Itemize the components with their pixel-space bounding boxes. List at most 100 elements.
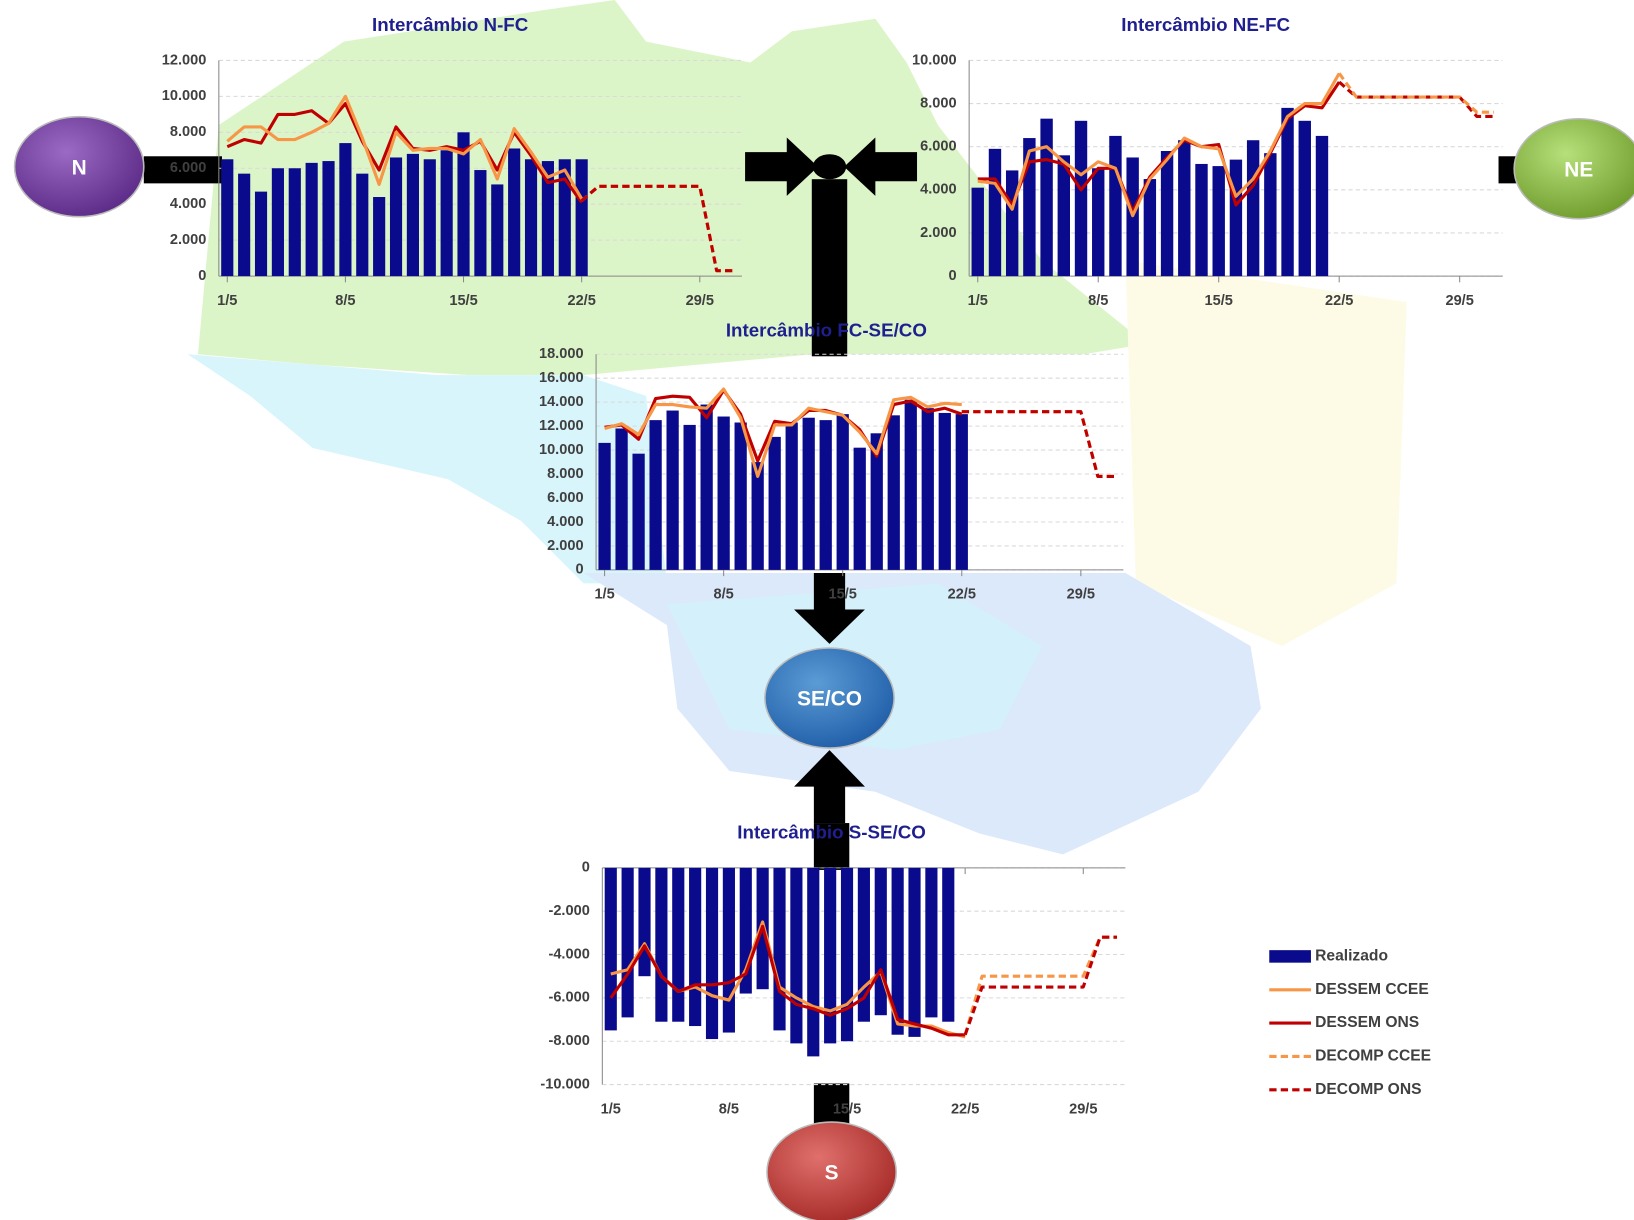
y-tick-label: -4.000 xyxy=(548,946,589,962)
bar xyxy=(988,148,1002,277)
chart-title: Intercâmbio N-FC xyxy=(372,14,529,35)
bar xyxy=(491,184,504,277)
x-tick-label: 15/5 xyxy=(449,293,477,309)
arrow-fc-seco xyxy=(794,573,865,644)
bar xyxy=(938,412,951,570)
region-label: NE xyxy=(1564,158,1593,181)
arrows xyxy=(143,137,1520,1136)
bar xyxy=(971,187,984,277)
bar xyxy=(1281,107,1294,277)
region-label: S xyxy=(825,1162,839,1185)
bar xyxy=(1092,168,1105,277)
y-tick-label: 2.000 xyxy=(920,225,956,241)
legend-swatch xyxy=(1269,950,1311,963)
region-node xyxy=(1513,118,1634,220)
line xyxy=(226,94,584,200)
chart: Intercâmbio FC-SE/CO 0 2.000 4.000 6.000 8.00… xyxy=(539,319,1124,603)
bar xyxy=(406,153,419,277)
nodes: N NE SE/CO S xyxy=(13,115,1634,1220)
y-tick-label: 4.000 xyxy=(920,182,956,198)
y-tick-label: 4.000 xyxy=(547,514,583,530)
y-tick-label: 10.000 xyxy=(162,88,207,104)
x-tick-label: 1/5 xyxy=(594,587,614,603)
bar xyxy=(541,161,554,277)
dashed-line xyxy=(1338,80,1495,119)
charts: Intercâmbio N-FC 0 2.000 4.000 6.000 8.000 10.… xyxy=(162,14,1503,1117)
bar xyxy=(807,867,820,1057)
bar xyxy=(508,148,521,277)
bar xyxy=(655,867,668,1022)
y-tick-label: 2.000 xyxy=(547,538,583,554)
bar xyxy=(921,408,934,570)
bar xyxy=(474,170,487,277)
bar xyxy=(802,417,815,570)
legend-label: DECOMP ONS xyxy=(1315,1081,1421,1098)
bar xyxy=(891,867,904,1035)
bar xyxy=(1023,138,1036,277)
y-tick-label: 12.000 xyxy=(539,418,584,434)
x-tick-label: 8/5 xyxy=(1088,293,1108,309)
dashed-line xyxy=(963,935,1118,1036)
x-tick-label: 8/5 xyxy=(719,1101,739,1117)
y-tick-label: 16.000 xyxy=(539,370,584,386)
arrow-s-seco xyxy=(794,750,865,824)
dashed-line xyxy=(1337,72,1495,114)
region-label: SE/CO xyxy=(797,688,862,711)
bar xyxy=(904,399,917,570)
bar xyxy=(632,453,645,570)
bar xyxy=(1315,135,1329,277)
y-tick-label: 0 xyxy=(198,268,206,284)
bar xyxy=(717,416,730,570)
y-tick-label: 6.000 xyxy=(547,490,583,506)
bar xyxy=(271,168,284,277)
bar xyxy=(887,415,900,570)
arrow-ne-fc xyxy=(844,137,918,196)
y-tick-label: 6.000 xyxy=(170,160,206,176)
bar xyxy=(423,159,436,277)
legend-label: DESSEM CCEE xyxy=(1315,981,1429,998)
bar xyxy=(1178,140,1191,277)
y-tick-label: 0 xyxy=(575,562,583,578)
bar xyxy=(1109,135,1122,277)
bar xyxy=(254,191,268,277)
bar xyxy=(785,422,798,570)
dashed-line xyxy=(961,410,1115,478)
bar xyxy=(1143,179,1157,277)
y-tick-label: 8.000 xyxy=(170,124,206,140)
y-tick-label: -8.000 xyxy=(548,1033,589,1049)
x-tick-label: 15/5 xyxy=(833,1101,861,1117)
bar xyxy=(440,150,453,277)
line xyxy=(977,72,1341,218)
bar xyxy=(288,168,301,277)
bar xyxy=(558,159,571,277)
y-tick-label: 8.000 xyxy=(547,466,583,482)
link-n xyxy=(143,156,222,184)
bar xyxy=(1160,151,1174,277)
region-label: N xyxy=(72,156,87,179)
legend-label: DESSEM ONS xyxy=(1315,1014,1419,1031)
x-tick-label: 1/5 xyxy=(968,293,988,309)
bar xyxy=(1074,120,1088,277)
bar xyxy=(722,867,735,1033)
bar xyxy=(942,867,955,1022)
x-tick-label: 29/5 xyxy=(1069,1101,1097,1117)
link-fc xyxy=(811,179,848,357)
chart-title: Intercâmbio S-SE/CO xyxy=(737,821,926,842)
dashed-line xyxy=(961,410,1115,478)
bar xyxy=(853,447,866,570)
x-tick-label: 29/5 xyxy=(686,293,714,309)
bar xyxy=(649,420,662,570)
region-node xyxy=(764,647,895,749)
x-tick-label: 29/5 xyxy=(1445,293,1473,309)
bar xyxy=(1229,159,1243,277)
bar xyxy=(598,442,611,570)
bar xyxy=(672,867,685,1022)
bar xyxy=(524,159,538,277)
bar xyxy=(689,867,702,1027)
bar xyxy=(870,433,883,570)
bar xyxy=(751,462,764,570)
legend-label: DECOMP CCEE xyxy=(1315,1048,1431,1065)
bar xyxy=(908,867,921,1037)
bar xyxy=(575,159,588,277)
bar xyxy=(840,867,854,1042)
